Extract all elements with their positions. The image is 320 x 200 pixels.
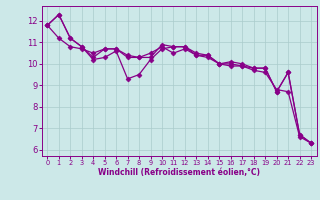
X-axis label: Windchill (Refroidissement éolien,°C): Windchill (Refroidissement éolien,°C)	[98, 168, 260, 177]
